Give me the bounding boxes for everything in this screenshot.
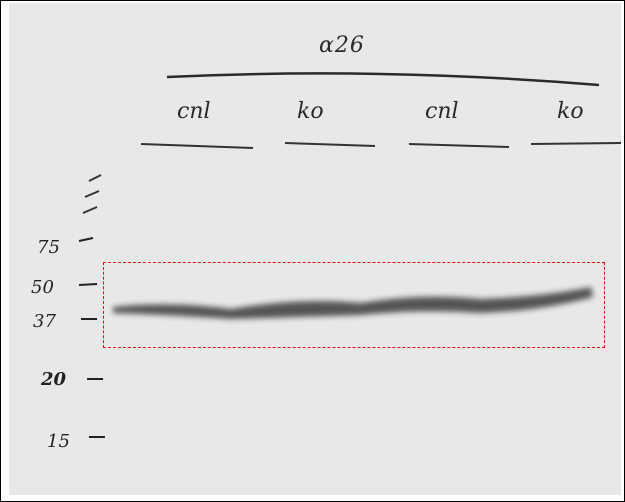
protein-band bbox=[113, 287, 593, 319]
lane-underline bbox=[530, 142, 622, 145]
blot-film bbox=[9, 3, 621, 495]
lane-underline bbox=[140, 143, 254, 149]
lane-underline bbox=[284, 142, 376, 147]
lane-group-bracket bbox=[166, 72, 600, 87]
marker-dash-50 bbox=[78, 283, 98, 286]
band-selection-box bbox=[103, 262, 605, 348]
lane-underline bbox=[408, 143, 510, 148]
ladder-tick bbox=[82, 206, 98, 214]
marker-50: 50 bbox=[31, 277, 54, 298]
lane-label-2: ko bbox=[297, 99, 324, 124]
marker-dash-75 bbox=[78, 237, 94, 242]
lane-label-1: cnl bbox=[177, 99, 211, 124]
lane-label-3: cnl bbox=[425, 99, 459, 124]
lane-label-4: ko bbox=[557, 99, 584, 124]
marker-15: 15 bbox=[47, 431, 70, 452]
ladder-tick bbox=[88, 174, 102, 182]
marker-75: 75 bbox=[37, 237, 60, 258]
marker-20: 20 bbox=[41, 369, 67, 390]
ladder-tick bbox=[84, 190, 100, 198]
antibody-label: α26 bbox=[319, 33, 365, 58]
marker-37: 37 bbox=[33, 311, 56, 332]
